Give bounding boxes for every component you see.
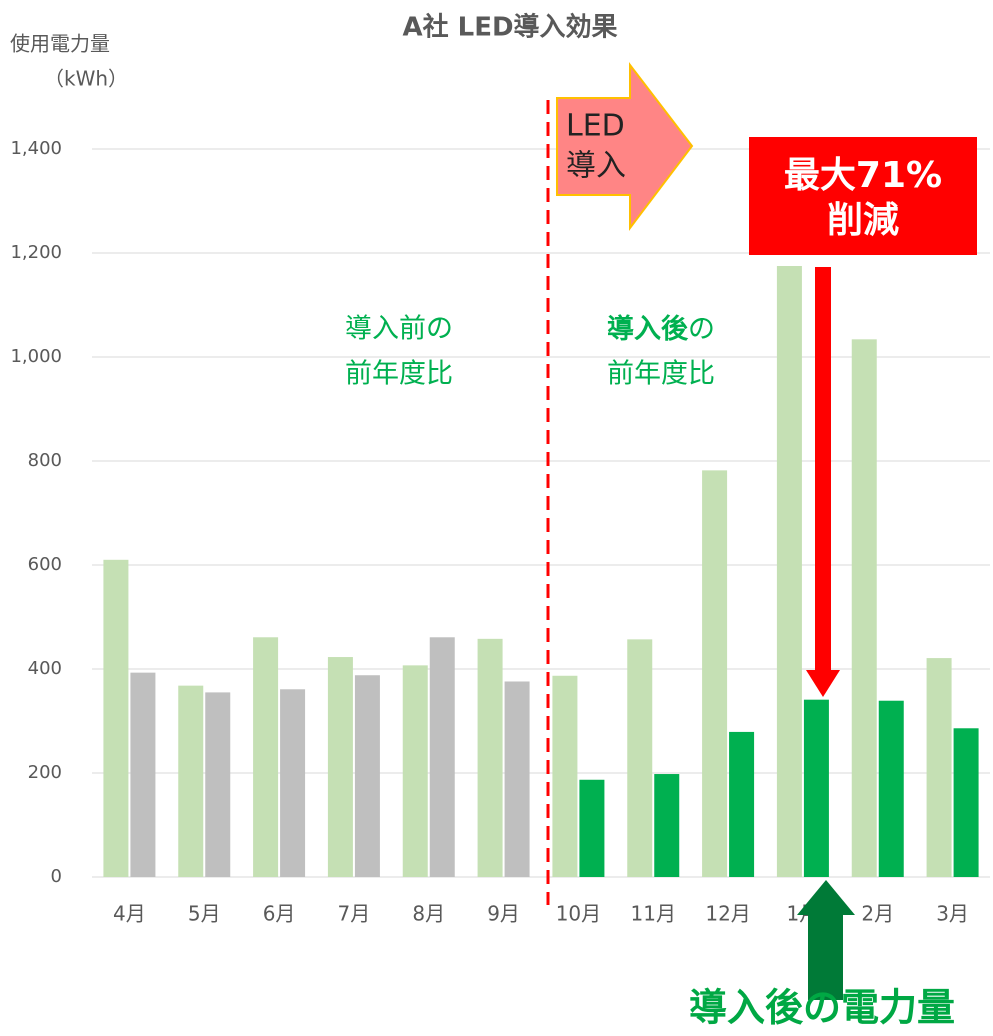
overlay [797, 267, 855, 1000]
y-axis-label: 使用電力量 [10, 32, 110, 56]
x-tick-label: 4月 [113, 902, 146, 926]
reduction-box [749, 137, 977, 255]
reduction-arrow [815, 267, 831, 672]
y-axis-unit: （kWh） [44, 67, 128, 91]
reduction-label: 削減 [827, 200, 899, 241]
led-label: 導入 [566, 149, 626, 184]
after-note-bold: 導入後 [607, 313, 689, 345]
y-tick-label: 1,000 [10, 346, 62, 367]
y-tick-label: 0 [51, 866, 62, 887]
bar [253, 637, 279, 877]
before-note: 前年度比 [345, 359, 453, 390]
y-tick-label: 800 [28, 450, 62, 471]
y-tick-label: 1,200 [10, 242, 62, 263]
before-note: 導入前の [345, 314, 453, 345]
plot: 0 200 400 600 800 1,000 1,200 1,400 4月 5月 6月 7月 8月 9月… [10, 138, 990, 926]
after-note-rest: の [688, 314, 715, 345]
bar [926, 658, 952, 877]
x-tick-label: 6月 [263, 902, 296, 926]
bar [178, 685, 204, 877]
bar [130, 672, 156, 877]
chart-title: A社 LED導入効果 [402, 12, 617, 43]
led-arrow [556, 62, 694, 231]
bar [429, 637, 455, 877]
after-note: 導入後の [607, 313, 715, 345]
bar [776, 266, 802, 877]
y-tick-label: 1,400 [10, 138, 62, 159]
result-arrow-head [797, 880, 855, 915]
result-arrow [808, 914, 843, 1000]
bar [729, 731, 755, 877]
bar [280, 689, 306, 877]
x-tick-label: 7月 [338, 902, 371, 926]
bar [702, 470, 728, 877]
bar [878, 700, 904, 877]
x-tick-label: 5月 [188, 902, 221, 926]
bar [654, 774, 680, 877]
x-tick-label: 12月 [705, 902, 750, 926]
x-tick-label: 11月 [631, 902, 676, 926]
bar [627, 639, 653, 877]
bar [953, 728, 979, 877]
x-tick-label: 3月 [936, 902, 969, 926]
reduction-arrow-head [806, 670, 840, 697]
x-tick-label: 9月 [487, 902, 520, 926]
bar [803, 699, 829, 877]
bar [579, 779, 605, 877]
bar [205, 692, 231, 877]
bar [354, 675, 380, 877]
y-tick-label: 600 [28, 554, 62, 575]
x-tick-label: 2月 [861, 902, 894, 926]
bar [477, 638, 503, 877]
led-label: LED [566, 109, 625, 144]
bar [103, 559, 129, 877]
x-tick-label: 8月 [412, 902, 445, 926]
bar [504, 681, 530, 877]
y-tick-label: 200 [28, 762, 62, 783]
bar [402, 665, 428, 877]
result-label: 導入後の電力量 [689, 986, 955, 1030]
reduction-label: 最大71% [784, 155, 942, 196]
y-tick-label: 400 [28, 658, 62, 679]
bar [851, 339, 877, 877]
bar [327, 657, 353, 877]
after-note: 前年度比 [607, 359, 715, 390]
bar [552, 675, 578, 877]
x-tick-label: 10月 [556, 902, 601, 926]
